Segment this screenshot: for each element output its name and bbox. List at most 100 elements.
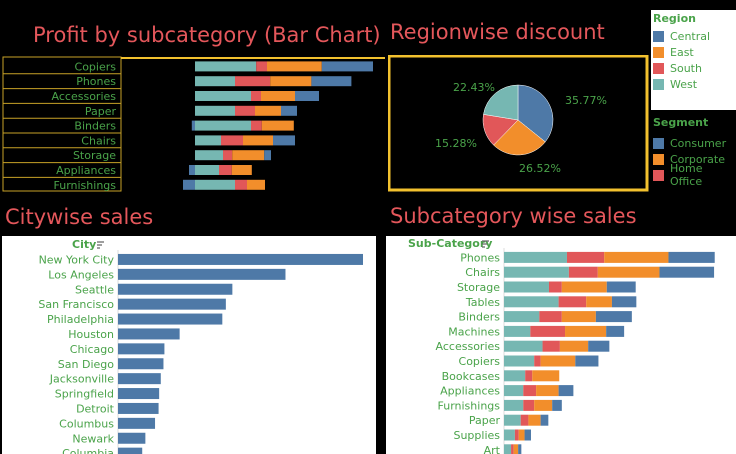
legend-swatch [653, 169, 664, 181]
profit-bar-west [195, 135, 221, 146]
subcat-bar-south [523, 399, 535, 411]
profit-label-frame [2, 56, 122, 192]
legend-swatch [653, 78, 664, 90]
legend-item-east[interactable]: East [653, 44, 736, 60]
sort-icon[interactable] [482, 240, 489, 248]
profit-bar-south [219, 165, 232, 175]
legend-item-west[interactable]: West [653, 76, 736, 92]
subcat-label: Accessories [436, 340, 501, 353]
profit-bar-negative [189, 165, 195, 175]
subcat-bar-east [565, 325, 607, 337]
profit-chart-title: Profit by subcategory (Bar Chart) [33, 23, 381, 47]
legend-label: Home Office [670, 162, 703, 188]
legend-label: Corporate [670, 152, 725, 166]
legend-label: Consumer [670, 136, 727, 150]
profit-bar-west [195, 150, 223, 161]
profit-bar-central [295, 91, 319, 101]
subcat-label: Bookcases [442, 370, 501, 383]
subcat-label: Binders [458, 311, 500, 324]
profit-bar-negative [183, 179, 195, 190]
legend-label: South [670, 61, 702, 75]
subcat-bar-east [528, 414, 541, 426]
subcat-bar-south [558, 296, 587, 308]
subcat-label: Chairs [465, 266, 500, 279]
subcat-label: Paper [469, 414, 501, 427]
subcat-bar-west [504, 311, 540, 323]
subcat-bar-central [518, 444, 522, 454]
subcat-bar-south [542, 340, 560, 352]
profit-bar-west [195, 179, 235, 190]
subcat-bar-west [504, 385, 524, 397]
city-column-header[interactable]: City [72, 238, 96, 251]
subcat-bar-south [514, 429, 519, 441]
subcat-bar-east [536, 385, 559, 397]
profit-bar-central [264, 150, 271, 161]
subcat-label: Tables [465, 296, 500, 309]
subcat-bar-west [504, 266, 569, 278]
region-pie-chart: 35.77% 26.52% 15.28% 22.43% [388, 55, 649, 192]
subcat-bar-east [586, 296, 612, 308]
subcat-bar-central [606, 325, 625, 337]
subcat-bar-south [534, 355, 541, 367]
profit-bar-south [235, 105, 255, 116]
legend-item-home-office[interactable]: Home Office [653, 162, 736, 188]
legend-label: East [670, 45, 694, 59]
subcat-bar-east [532, 370, 560, 382]
profit-bar-east [255, 105, 281, 116]
region-chart-title: Regionwise discount [390, 20, 605, 44]
profit-bar-south [251, 120, 262, 131]
pie-slice-central [517, 84, 554, 143]
subcat-bar-south [568, 266, 598, 278]
city-bar [118, 283, 233, 295]
subcat-bar-central [540, 414, 549, 426]
subcat-bar-central [606, 281, 636, 293]
subcat-bar-south [530, 325, 566, 337]
subcat-bar-east [540, 355, 576, 367]
pie-frame [388, 55, 649, 192]
subcat-bar-east [513, 444, 519, 454]
city-bar-chart: City New York City Los Angeles Seattle San F… [38, 238, 363, 454]
profit-bar-east [270, 76, 312, 87]
subcat-label: Supplies [453, 429, 500, 442]
subcat-bar-west [504, 370, 526, 382]
city-bar [118, 313, 223, 325]
subcat-bar-south [566, 251, 605, 263]
subcat-bar-west [504, 281, 549, 293]
city-label: Columbia [62, 447, 114, 454]
city-bar [118, 447, 143, 454]
legend-item-corporate[interactable]: Corporate [653, 151, 736, 167]
subcat-bar-central [611, 296, 637, 308]
subcat-sales-chart-title: Subcategory wise sales [390, 204, 637, 228]
subcat-bar-east [518, 429, 525, 441]
profit-bar-west [195, 91, 251, 101]
subcat-bar-west [504, 355, 535, 367]
subcat-bar-west [504, 399, 524, 411]
city-bar [118, 417, 156, 429]
profit-bar-central [311, 76, 352, 87]
sort-icon[interactable] [97, 241, 104, 249]
subcat-column-header[interactable]: Sub-Category [408, 237, 492, 250]
legend-swatch [653, 46, 664, 58]
city-bar [118, 388, 160, 400]
subcat-bar-west [504, 444, 512, 454]
pie-value-label: 35.77% [565, 94, 607, 107]
city-bar [118, 268, 286, 280]
legend-swatch [653, 137, 664, 149]
city-label: Jacksonville [49, 373, 115, 386]
legend-item-south[interactable]: South [653, 60, 736, 76]
profit-bar-west [195, 76, 235, 87]
legend-label: Central [670, 29, 711, 43]
city-bar [118, 432, 146, 444]
legend-item-central[interactable]: Central [653, 28, 736, 44]
city-label: Springfield [55, 388, 114, 401]
city-bar [118, 253, 363, 265]
subcat-bar-south [520, 414, 529, 426]
profit-bar-negative [191, 120, 195, 131]
subcat-bar-central [668, 251, 715, 263]
legend-item-consumer[interactable]: Consumer [653, 135, 736, 151]
subcat-bar-west [504, 325, 531, 337]
subcat-bar-east [597, 266, 660, 278]
city-bar [118, 402, 159, 414]
subcat-bar-west [504, 340, 543, 352]
profit-category-label: Phones [76, 75, 116, 88]
